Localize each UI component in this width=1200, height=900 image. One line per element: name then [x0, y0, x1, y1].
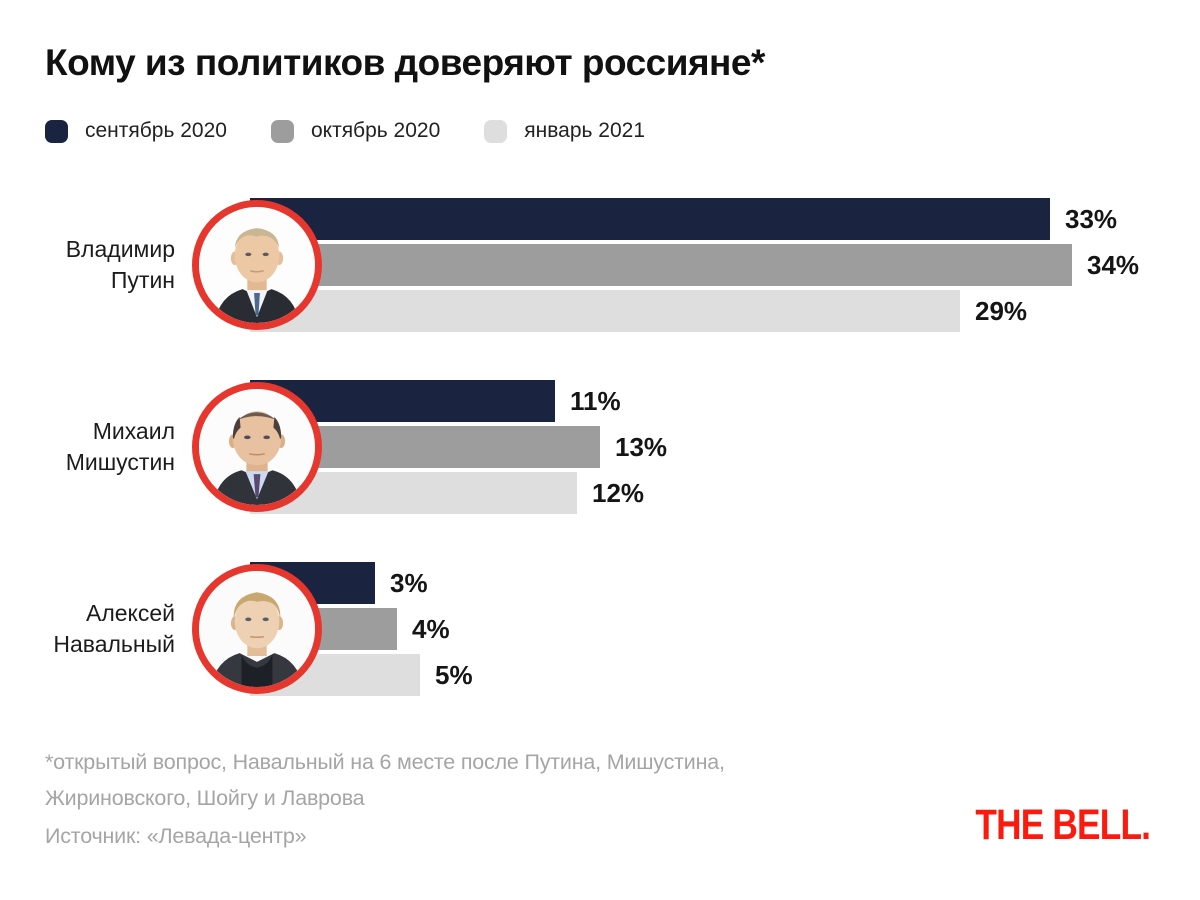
- legend-swatch-january: [484, 119, 508, 143]
- legend: сентябрь 2020 октябрь 2020 январь 2021: [45, 119, 689, 143]
- legend-item-september-2020: сентябрь 2020: [45, 119, 227, 143]
- value-label: 4%: [412, 613, 450, 644]
- bar-group-navalny: Алексей Навальный 3%: [0, 562, 1200, 696]
- putin-portrait-icon: [199, 207, 315, 323]
- footnote-line-1: *открытый вопрос, Навальный на 6 месте п…: [45, 750, 725, 774]
- legend-item-january-2021: январь 2021: [484, 119, 645, 143]
- value-label: 29%: [975, 295, 1028, 326]
- legend-label: январь 2021: [524, 119, 646, 142]
- bar-putin-january: [250, 290, 960, 332]
- navalny-avatar: [192, 564, 322, 694]
- footnote-line-2: Жириновского, Шойгу и Лаврова: [45, 786, 365, 810]
- footnote: *открытый вопрос, Навальный на 6 месте п…: [45, 744, 845, 816]
- category-label-navalny: Алексей Навальный: [53, 600, 175, 657]
- value-label: 33%: [1065, 203, 1118, 234]
- bar-row: 29%: [250, 290, 1027, 332]
- bars-navalny: 3% 4% 5%: [250, 562, 1200, 696]
- value-label: 34%: [1087, 249, 1140, 280]
- mishustin-avatar: [192, 382, 322, 512]
- value-label: 11%: [570, 385, 621, 416]
- bars-mishustin: 11% 13% 12%: [250, 380, 1200, 514]
- legend-swatch-october: [270, 119, 294, 143]
- legend-label: сентябрь 2020: [85, 119, 227, 142]
- bar-putin-september: [250, 198, 1050, 240]
- source-note: Источник: «Левада-центр»: [45, 824, 307, 848]
- bar-group-putin: Владимир Путин 33%: [0, 198, 1200, 332]
- bar-row: 33%: [250, 198, 1117, 240]
- putin-avatar: [192, 200, 322, 330]
- bar-putin-october: [250, 244, 1072, 286]
- bar-row: 34%: [250, 244, 1139, 286]
- legend-label: октябрь 2020: [310, 119, 441, 142]
- page-title: Кому из политиков доверяют россияне*: [45, 42, 765, 83]
- bar-group-mishustin: Михаил Мишустин 11%: [0, 380, 1200, 514]
- mishustin-portrait-icon: [199, 389, 315, 505]
- category-label-putin: Владимир Путин: [65, 236, 175, 293]
- value-label: 13%: [615, 431, 668, 462]
- legend-swatch-september: [45, 119, 68, 143]
- legend-item-october-2020: октябрь 2020: [270, 119, 441, 143]
- category-label-mishustin: Михаил Мишустин: [65, 418, 175, 475]
- bars-putin: 33% 34% 29%: [250, 198, 1200, 332]
- the-bell-logo: THE BELL.: [975, 801, 1151, 849]
- value-label: 12%: [592, 477, 645, 508]
- navalny-portrait-icon: [199, 571, 315, 687]
- value-label: 5%: [435, 659, 473, 690]
- value-label: 3%: [390, 567, 428, 598]
